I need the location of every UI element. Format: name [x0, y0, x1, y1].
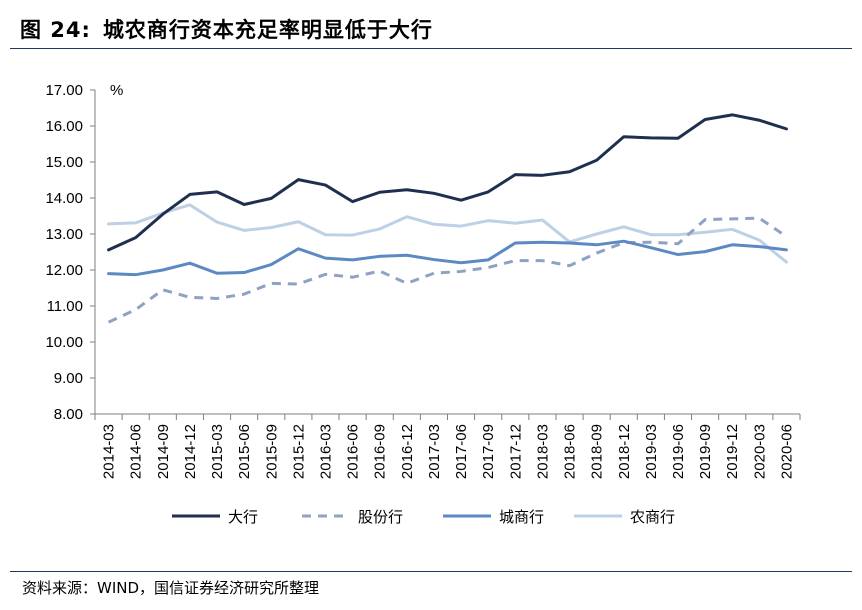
title-bar: 图 24: 城农商行资本充足率明显低于大行	[10, 14, 852, 49]
legend-label-1: 股份行	[358, 508, 403, 526]
x-tick-label: 2019-03	[643, 424, 660, 479]
y-tick-label: 9.00	[54, 370, 83, 387]
x-tick-label: 2016-03	[317, 424, 334, 479]
series-line-1	[107, 216, 788, 324]
legend-label-0: 大行	[228, 508, 258, 526]
x-tick-label: 2018-06	[562, 424, 579, 479]
y-tick-label: 10.00	[45, 334, 83, 351]
y-tick-label: 15.00	[45, 154, 83, 171]
x-tick-label: 2015-06	[236, 424, 253, 479]
x-tick-label: 2015-03	[209, 424, 226, 479]
series-line-0	[107, 113, 788, 252]
x-tick-label: 2017-12	[507, 424, 524, 479]
x-tick-label: 2014-03	[101, 424, 118, 479]
x-tick-label: 2016-06	[345, 424, 362, 479]
x-tick-label: 2020-06	[778, 424, 795, 479]
series-line-2	[107, 239, 788, 277]
legend-label-2: 城商行	[499, 508, 544, 526]
series-line-3	[107, 203, 788, 264]
legend-label-3: 农商行	[630, 508, 675, 526]
chart-legend: 大行 股份行 城商行 农商行	[172, 508, 675, 526]
x-tick-label: 2015-09	[263, 424, 280, 479]
x-tick-label: 2017-03	[426, 424, 443, 479]
figure-title-text: 城农商行资本充足率明显低于大行	[102, 18, 433, 42]
x-tick-label: 2019-09	[697, 424, 714, 479]
x-tick-label: 2020-03	[751, 424, 768, 479]
y-tick-label: 13.00	[45, 226, 83, 243]
x-tick-label: 2016-12	[399, 424, 416, 479]
y-tick-label: 12.00	[45, 262, 83, 279]
chart-series-layer	[107, 113, 788, 324]
x-tick-label: 2019-06	[670, 424, 687, 479]
y-tick-label: 14.00	[45, 190, 83, 207]
figure-label: 图 24:	[20, 18, 91, 42]
y-axis-unit-label: %	[110, 82, 123, 99]
x-tick-label: 2018-03	[534, 424, 551, 479]
y-tick-label: 17.00	[45, 82, 83, 99]
x-tick-label: 2014-09	[155, 424, 172, 479]
x-tick-label: 2015-12	[290, 424, 307, 479]
x-tick-label: 2016-09	[372, 424, 389, 479]
x-tick-label: 2017-09	[480, 424, 497, 479]
x-tick-label: 2017-06	[453, 424, 470, 479]
x-tick-label: 2018-09	[589, 424, 606, 479]
y-tick-label: 16.00	[45, 118, 83, 135]
figure-title: 图 24: 城农商行资本充足率明显低于大行	[20, 14, 433, 44]
y-tick-label: 11.00	[47, 298, 83, 315]
chart-area: 8.00 9.00 10.00 11.00 12.00 13.00 14.00 15.00 16…	[45, 82, 801, 526]
footer-divider	[10, 571, 852, 572]
x-tick-label: 2018-12	[616, 424, 633, 479]
x-tick-label: 2019-12	[724, 424, 741, 479]
x-tick-label: 2014-06	[128, 424, 145, 479]
chart-axes: 8.00 9.00 10.00 11.00 12.00 13.00 14.00 15.00 16…	[45, 82, 801, 479]
y-tick-label: 8.00	[54, 406, 83, 423]
x-tick-label: 2014-12	[182, 424, 199, 479]
source-note: 资料来源：WIND，国信证券经济研究所整理	[22, 579, 320, 597]
